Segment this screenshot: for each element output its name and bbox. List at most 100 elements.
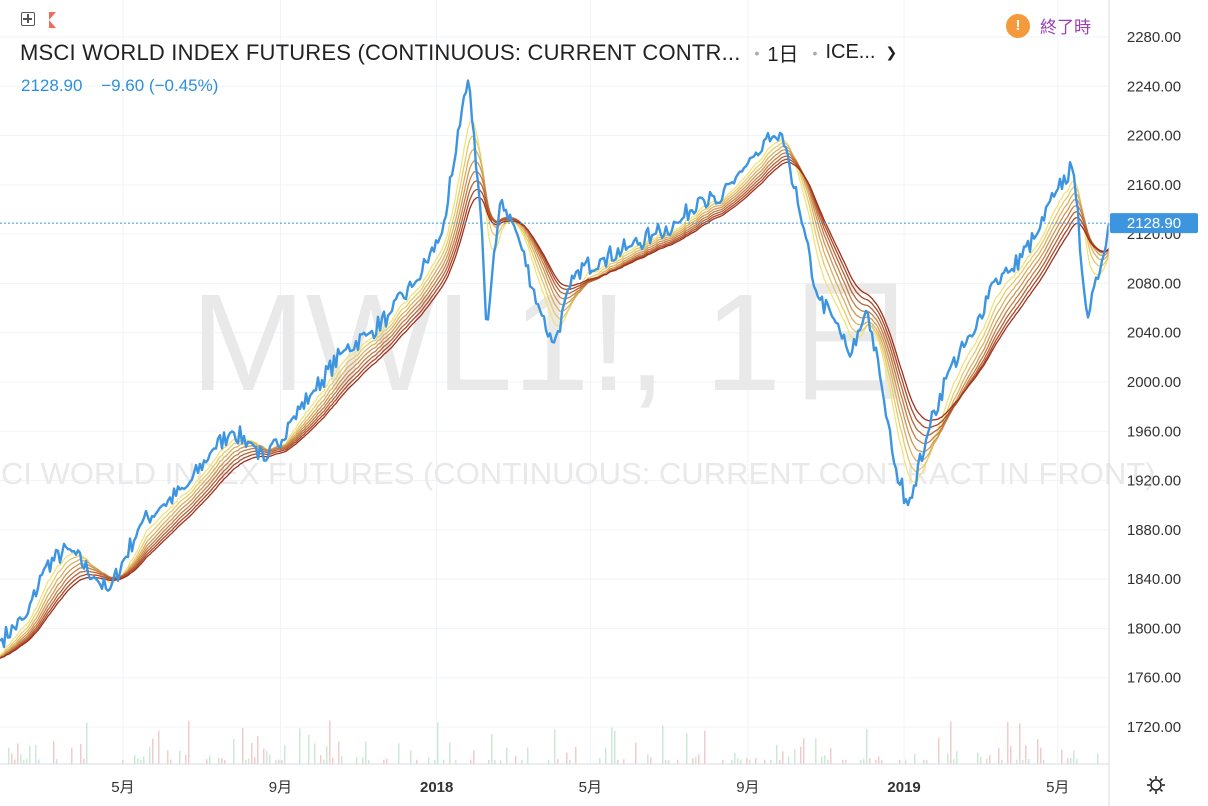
last-price: 2128.90 — [21, 76, 83, 95]
last-price-label-text: 2128.90 — [1127, 215, 1181, 232]
exchange-label[interactable]: ICE... — [825, 41, 876, 63]
volume-bar — [368, 759, 370, 764]
price-axis[interactable]: 2280.002240.002200.002160.002120.002080.… — [1127, 29, 1181, 736]
x-tick-label: 5月 — [579, 779, 602, 796]
volume-bar — [398, 743, 400, 764]
volume-bar — [434, 760, 436, 764]
interval-label[interactable]: 1日 — [767, 44, 799, 66]
y-tick-label: 2240.00 — [1127, 78, 1181, 95]
volume-bar — [575, 747, 577, 764]
volume-bar — [803, 738, 805, 764]
chevron-down-icon[interactable]: ❯ — [885, 44, 898, 60]
settings-gear-icon[interactable] — [1146, 775, 1166, 795]
volume-bar — [326, 746, 328, 764]
time-axis[interactable]: 5月 9月 2018 5月 9月 2019 5月 — [111, 779, 1069, 796]
volume-bar — [1070, 757, 1072, 764]
y-tick-label: 2000.00 — [1127, 374, 1181, 391]
volume-bar — [1016, 759, 1018, 764]
volume-bar — [506, 747, 508, 764]
volume-bar — [1022, 759, 1024, 764]
volume-bar — [515, 756, 517, 764]
volume-bar — [869, 758, 871, 764]
x-tick-label: 2019 — [887, 779, 920, 796]
volume-bar — [428, 757, 430, 764]
volume-bar — [1073, 750, 1075, 764]
volume-bar — [623, 759, 625, 764]
symbol-title[interactable]: MSCI WORLD INDEX FUTURES (CONTINUOUS: CU… — [20, 39, 741, 65]
volume-bar — [35, 745, 37, 764]
volume-bar — [14, 759, 16, 764]
volume-bar — [263, 748, 265, 764]
volume-bar — [800, 746, 802, 764]
volume-bar — [29, 746, 31, 764]
volume-bar — [278, 759, 280, 764]
volume-bar — [926, 759, 928, 764]
volume-bar — [863, 758, 865, 764]
volume-bar — [269, 754, 271, 764]
volume-bar — [614, 730, 616, 764]
volume-bar — [365, 741, 367, 764]
volume-bar — [20, 753, 22, 764]
volume-bar — [416, 759, 418, 764]
separator-dot: • — [812, 44, 818, 61]
volume-bar — [1028, 758, 1030, 764]
volume-bar — [557, 759, 559, 764]
volume-bar — [866, 728, 868, 764]
warning-icon[interactable]: ! — [1006, 13, 1030, 38]
volume-bar — [224, 759, 226, 764]
volume-bar — [248, 758, 250, 764]
volume-bar — [1061, 749, 1063, 764]
volume-bar — [299, 728, 301, 764]
volume-bar — [755, 758, 757, 764]
volume-bar — [599, 758, 601, 764]
y-tick-label: 1920.00 — [1127, 473, 1181, 490]
volume-bar — [824, 755, 826, 764]
volume-bar — [794, 748, 796, 764]
x-tick-label: 9月 — [736, 779, 759, 796]
market-status[interactable]: ! 終了時 — [1006, 13, 1091, 38]
plus-icon[interactable] — [21, 12, 35, 26]
volume-bar — [914, 754, 916, 764]
flag-icon[interactable] — [49, 12, 65, 28]
volume-bar — [860, 759, 862, 764]
chart-header: MSCI WORLD INDEX FUTURES (CONTINUOUS: CU… — [0, 0, 1108, 100]
ema-line — [0, 145, 1110, 658]
symbol-title-row[interactable]: MSCI WORLD INDEX FUTURES (CONTINUOUS: CU… — [20, 38, 897, 67]
volume-bar — [137, 758, 139, 764]
volume-bar — [71, 747, 73, 764]
volume-bar — [611, 727, 613, 764]
volume-bar — [695, 756, 697, 764]
ema-line — [0, 120, 1110, 657]
volume-bar — [1007, 722, 1009, 764]
volume-bar — [989, 755, 991, 764]
volume-bar — [383, 759, 385, 764]
volume-bar — [821, 756, 823, 764]
volume-bar — [923, 759, 925, 764]
volume-bar — [830, 748, 832, 764]
volume-bar — [386, 758, 388, 764]
volume-bar — [521, 759, 523, 764]
volume-bar — [410, 750, 412, 764]
volume-bar — [323, 759, 325, 764]
moving-average-ribbon — [0, 120, 1110, 659]
volume-bar — [185, 754, 187, 764]
volume-bar — [254, 757, 256, 764]
volume-bar — [143, 756, 145, 764]
price-change: −9.60 (−0.45%) — [101, 76, 219, 95]
x-tick-label: 5月 — [1046, 779, 1069, 796]
volume-bar — [1037, 739, 1039, 764]
ema-line — [0, 158, 1110, 659]
volume-bar — [953, 759, 955, 764]
volume-bar — [647, 754, 649, 764]
y-tick-label: 1760.00 — [1127, 670, 1181, 687]
volume-bar — [158, 731, 160, 764]
volume-bar — [251, 742, 253, 764]
volume-bar — [356, 757, 358, 764]
volume-bar — [470, 759, 472, 764]
volume-bar — [704, 730, 706, 764]
volume-bar — [314, 743, 316, 764]
volume-bar — [1001, 759, 1003, 764]
volume-bar — [362, 757, 364, 764]
volume-bar — [122, 759, 124, 764]
